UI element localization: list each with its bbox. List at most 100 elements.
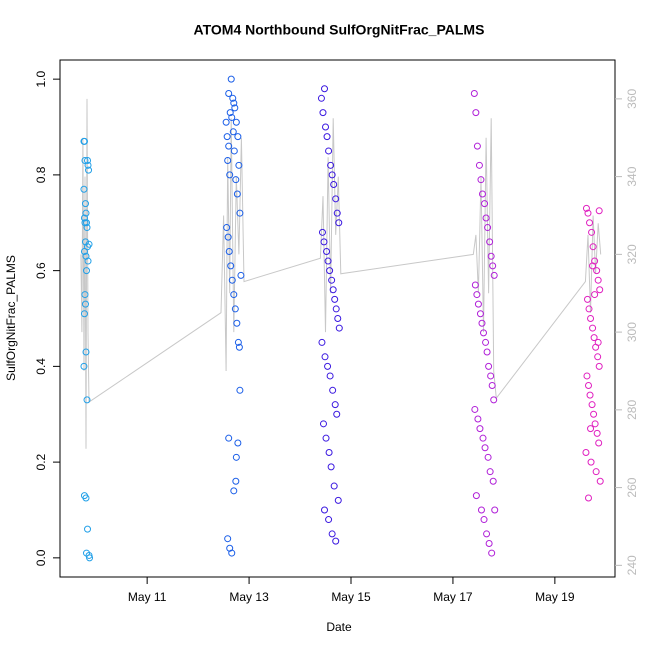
point [481, 444, 489, 452]
point [225, 90, 233, 98]
point [228, 276, 236, 284]
point [583, 295, 591, 303]
point [318, 228, 326, 236]
point [225, 142, 233, 150]
point [81, 157, 89, 165]
point [236, 386, 244, 394]
point [225, 434, 233, 442]
point [223, 224, 231, 232]
y-tick-label: 1.0 [34, 70, 48, 87]
point [483, 348, 491, 356]
point [320, 238, 328, 246]
point [82, 348, 90, 356]
point [586, 219, 594, 227]
point [584, 209, 592, 217]
point [319, 420, 327, 428]
point [83, 396, 91, 404]
point [237, 271, 245, 279]
point [596, 286, 604, 294]
point [328, 276, 336, 284]
point [84, 525, 92, 533]
x-tick-label: May 17 [433, 590, 473, 604]
x-tick-label: May 19 [535, 590, 575, 604]
y-tick-label: 0.8 [34, 166, 48, 183]
point [234, 439, 242, 447]
point [481, 200, 489, 208]
point [484, 224, 492, 232]
point [323, 133, 331, 141]
point [324, 362, 332, 370]
point [227, 75, 235, 83]
point [80, 185, 88, 193]
point [594, 353, 602, 361]
point [80, 310, 88, 318]
point [229, 94, 237, 102]
point [222, 118, 230, 126]
point [582, 204, 590, 212]
y2-tick-label: 320 [625, 244, 639, 264]
point [480, 516, 488, 524]
point [84, 257, 92, 265]
point [596, 477, 604, 485]
point [480, 329, 488, 337]
point [491, 506, 499, 514]
point [475, 161, 483, 169]
point [82, 494, 90, 502]
point [472, 492, 480, 500]
line [80, 98, 602, 449]
point [589, 243, 597, 251]
point [232, 477, 240, 485]
point [488, 382, 496, 390]
point [321, 506, 329, 514]
y-tick-label: 0.6 [34, 262, 48, 279]
point [232, 453, 240, 461]
point [334, 315, 342, 322]
point [235, 161, 243, 169]
point [327, 463, 335, 471]
point [324, 257, 332, 265]
point [326, 372, 334, 380]
chart-title: ATOM4 Northbound SulfOrgNitFrac_PALMS [194, 22, 485, 38]
point [479, 434, 487, 442]
point [230, 487, 238, 495]
point [224, 233, 232, 241]
y-tick-label: 0.2 [34, 453, 48, 470]
point [226, 171, 234, 179]
point [333, 209, 341, 217]
x-tick-label: May 15 [331, 590, 371, 604]
point [224, 535, 232, 543]
y2-tick-label: 240 [625, 555, 639, 575]
point [590, 410, 598, 418]
y2-tick-label: 300 [625, 322, 639, 342]
y2-tick-label: 280 [625, 400, 639, 420]
point [321, 85, 329, 93]
point [485, 362, 493, 370]
point [586, 391, 594, 399]
point [333, 410, 341, 418]
point [593, 429, 601, 437]
point [489, 262, 497, 270]
y2-tick-label: 360 [625, 89, 639, 109]
y-tick-label: 0.4 [34, 358, 48, 375]
point [589, 324, 597, 332]
point [321, 353, 329, 361]
point [232, 118, 240, 126]
point [487, 372, 495, 380]
point [236, 209, 244, 217]
point [230, 291, 238, 299]
point [470, 90, 478, 98]
point [80, 362, 88, 370]
point [474, 300, 482, 308]
point [233, 319, 241, 327]
point [587, 425, 595, 433]
point [84, 157, 92, 165]
point [594, 276, 602, 284]
point [482, 214, 490, 222]
point [83, 224, 91, 232]
point [590, 334, 598, 342]
point [330, 482, 338, 490]
point [485, 539, 493, 547]
x-axis-label: Date [326, 620, 352, 634]
point [489, 477, 497, 485]
point [476, 310, 484, 318]
